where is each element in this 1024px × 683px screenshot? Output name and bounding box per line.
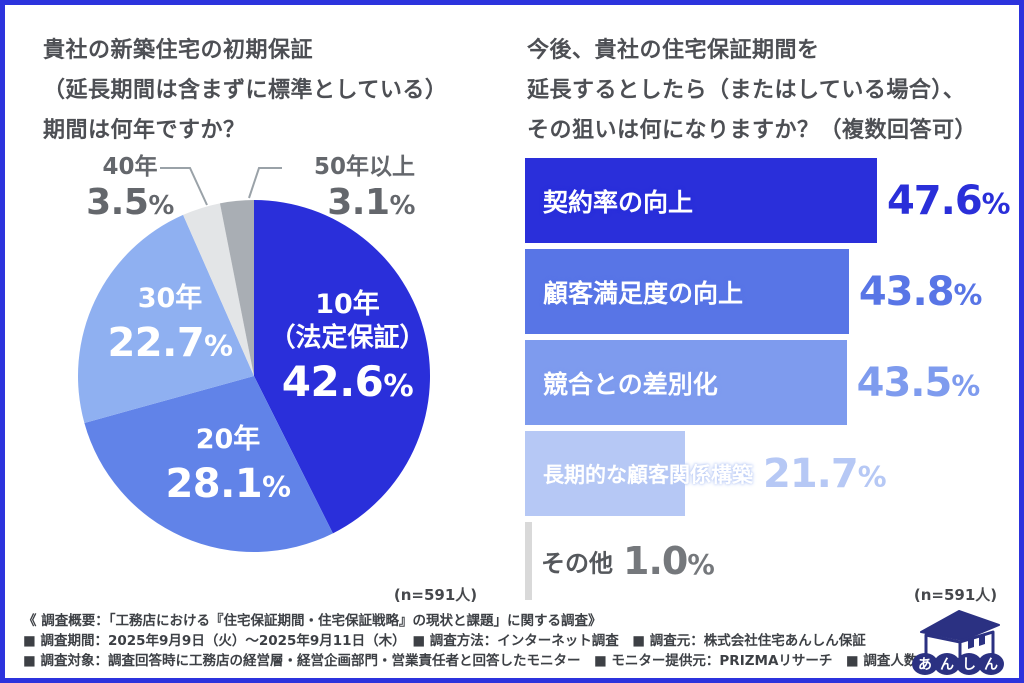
- pie-slice-value: 3.5%: [86, 182, 174, 224]
- bar: [525, 249, 849, 334]
- pie-slice-40年: [183, 203, 254, 376]
- bar-row-customer-satisfaction: 顧客満足度の向上 43.8%: [525, 249, 1019, 334]
- bar-row-contract-rate: 契約率の向上 47.6%: [525, 158, 1019, 243]
- pie-label-20years: 20年 28.1%: [143, 423, 313, 509]
- pie-slice-name: 50年以上: [313, 154, 415, 180]
- bar-chart: 契約率の向上 47.6% 顧客満足度の向上 43.8% 競合との差別化 43.5…: [525, 158, 1019, 618]
- bar-chart-title: 今後、貴社の住宅保証期間を 延長するとしたら（またはしている場合）、 その狙いは…: [527, 31, 977, 151]
- logo-char-2: ん: [940, 657, 954, 673]
- leader-line-40years: [160, 167, 208, 206]
- pie-slice-subname: （法定保証）: [269, 322, 426, 353]
- pie-label-30years: 30年 22.7%: [85, 282, 255, 368]
- bar-row-long-term-relationship: 長期的な顧客関係構築 21.7%: [525, 431, 1019, 516]
- bar-value: 43.5%: [856, 359, 981, 406]
- pie-label-50years-plus: 50年以上 3.1%: [250, 154, 416, 225]
- bar-title-line-1: 今後、貴社の住宅保証期間を: [527, 38, 820, 63]
- leader-line-50years: [248, 167, 282, 199]
- logo-char-4: ん: [984, 657, 998, 673]
- pie-slice-50年以上: [219, 200, 254, 376]
- pie-slice-name: 30年: [137, 283, 203, 314]
- bar: [525, 522, 533, 600]
- pie-title-line-3: 期間は何年ですか？: [43, 118, 246, 143]
- pie-slice-30年: [77, 214, 254, 423]
- bar-label: 顧客満足度の向上: [543, 278, 744, 308]
- logo-char-3: し: [962, 657, 976, 673]
- pie-title-line-2: （延長期間は含まずに標準としている）: [43, 78, 448, 103]
- bar-label: 長期的な顧客関係構築: [543, 462, 753, 487]
- survey-overview-line-1: 《 調査概要：「工務店における『住宅保証期間・住宅保証戦略』の現状と課題」に関す…: [23, 613, 602, 629]
- pie-slice-name: 40年: [102, 154, 158, 180]
- bar-value: 47.6%: [886, 177, 1011, 224]
- bar: [525, 158, 877, 243]
- survey-overview: 《 調査概要：「工務店における『住宅保証期間・住宅保証戦略』の現状と課題」に関す…: [23, 611, 973, 671]
- pie-slice-value: 28.1%: [165, 460, 291, 507]
- pie-title-line-1: 貴社の新築住宅の初期保証: [43, 38, 314, 63]
- survey-overview-line-2: ■ 調査期間：2025年9月9日（火）〜2025年9月11日（木） ■ 調査方法…: [23, 633, 866, 649]
- pie-slice-20年: [84, 376, 333, 553]
- pie-slice-10年: [254, 200, 431, 534]
- logo-char-1: あ: [918, 657, 932, 673]
- pie-slice-value: 22.7%: [107, 319, 233, 366]
- pie-label-10years: 10年 （法定保証） 42.6%: [260, 288, 435, 409]
- sample-size-right: (n=591人): [913, 586, 998, 604]
- survey-overview-line-3: ■ 調査対象：調査回答時に工務店の経営層・経営企画部門・営業責任者と回答したモニ…: [23, 653, 973, 669]
- anshin-logo: あ ん し ん: [912, 610, 1004, 675]
- logo-text: あ ん し ん: [912, 653, 1004, 675]
- pie-slice-value: 42.6%: [281, 357, 414, 407]
- bar-value: 43.8%: [858, 268, 983, 315]
- bar-value: 1.0%: [623, 539, 715, 583]
- pie-slice-value: 3.1%: [327, 182, 415, 224]
- bar: [525, 340, 847, 425]
- bar-row-differentiation: 競合との差別化 43.5%: [525, 340, 1019, 425]
- bar-label: その他: [541, 549, 613, 578]
- pie-chart: [77, 167, 431, 553]
- sample-size-left: (n=591人): [393, 586, 478, 604]
- bar-label: 競合との差別化: [543, 369, 718, 399]
- bar-title-line-2: 延長するとしたら（またはしている場合）、: [527, 78, 966, 103]
- bar-title-line-3: その狙いは何になりますか？（複数回答可）: [527, 118, 978, 143]
- bar-value: 21.7%: [763, 450, 887, 497]
- pie-slice-name: 20年: [195, 424, 261, 455]
- pie-label-40years: 40年 3.5%: [65, 154, 195, 225]
- bar: [525, 431, 686, 516]
- pie-chart-title: 貴社の新築住宅の初期保証 （延長期間は含まずに標準としている） 期間は何年ですか…: [43, 31, 447, 151]
- bar-label: 契約率の向上: [543, 187, 694, 217]
- pie-slice-name: 10年: [315, 289, 380, 320]
- bar-row-other: その他 1.0%: [525, 522, 1019, 600]
